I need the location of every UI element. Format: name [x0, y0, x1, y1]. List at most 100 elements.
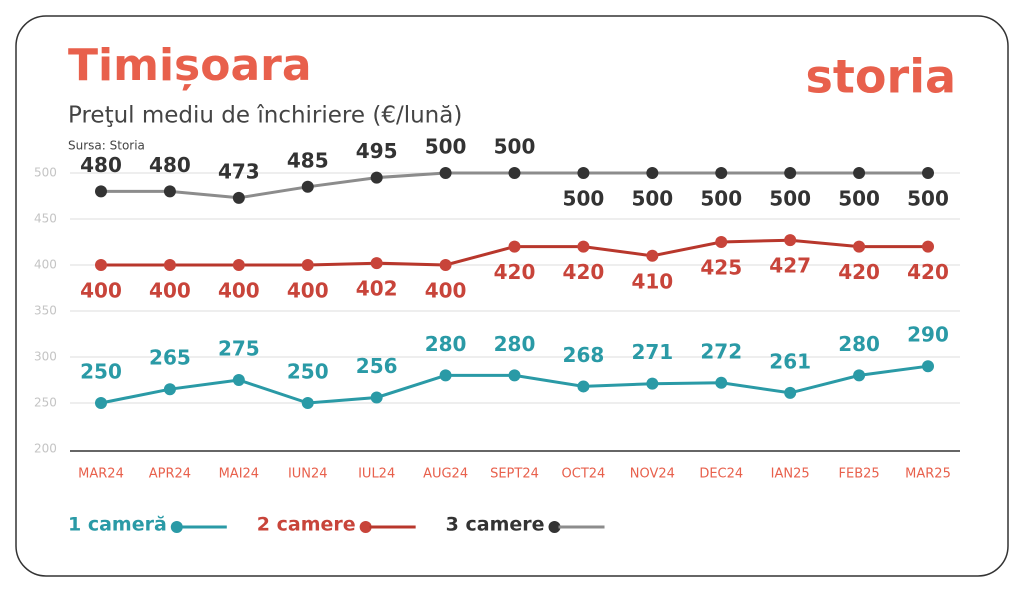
data-point [301, 397, 314, 409]
data-point [715, 167, 728, 179]
data-label: 420 [907, 260, 949, 284]
data-point [163, 259, 176, 271]
data-label: 500 [563, 187, 605, 211]
legend-label: 1 cameră [68, 514, 167, 536]
data-point [301, 180, 314, 193]
data-point [646, 377, 659, 390]
data-point [370, 257, 383, 270]
data-label: 280 [838, 332, 880, 356]
chart-subtitle: Preţul mediu de închiriere (€/lună) [68, 103, 462, 129]
logo: storia [806, 50, 956, 104]
data-label: 473 [218, 159, 260, 183]
x-tick-label: DEC24 [699, 467, 743, 482]
data-point [232, 191, 245, 204]
data-label: 275 [218, 337, 260, 361]
y-tick-label: 400 [34, 258, 57, 272]
data-point [853, 369, 866, 382]
data-point [853, 240, 866, 253]
data-point [163, 185, 176, 198]
data-label: 500 [631, 187, 673, 211]
data-label: 271 [631, 340, 673, 364]
data-label: 400 [149, 279, 191, 303]
data-label: 256 [356, 354, 398, 378]
data-label: 265 [149, 346, 191, 370]
card [15, 15, 1009, 577]
data-point [784, 234, 797, 247]
y-tick-label: 350 [34, 304, 57, 318]
data-label: 420 [563, 260, 605, 284]
y-tick-label: 200 [34, 442, 57, 456]
data-label: 480 [149, 153, 191, 177]
data-label: 500 [700, 187, 742, 211]
data-point [646, 167, 659, 179]
data-point [646, 249, 659, 262]
data-label: 500 [769, 187, 811, 211]
data-label: 485 [287, 148, 329, 172]
x-tick-label: MAR24 [78, 467, 124, 482]
x-tick-label: MAI24 [219, 467, 260, 482]
data-label: 425 [700, 256, 742, 280]
data-label: 427 [769, 254, 811, 278]
data-point [508, 167, 521, 179]
x-tick-label: IAN25 [771, 467, 810, 482]
data-point [163, 383, 176, 396]
x-tick-label: MAR25 [905, 467, 951, 482]
data-point [95, 397, 107, 409]
data-point [95, 185, 107, 198]
data-label: 250 [80, 360, 122, 384]
data-point [232, 374, 245, 386]
data-label: 500 [838, 187, 880, 211]
data-point [922, 240, 934, 253]
data-label: 420 [838, 260, 880, 284]
data-point [577, 167, 590, 179]
data-point [301, 259, 314, 271]
data-label: 400 [80, 279, 122, 303]
x-tick-label: IUN24 [288, 467, 328, 482]
source: Sursa: Storia [68, 139, 145, 153]
data-label: 400 [425, 279, 467, 303]
data-label: 500 [494, 135, 536, 159]
data-label: 250 [287, 360, 329, 384]
x-tick-label: IUL24 [358, 467, 395, 482]
data-point [922, 167, 934, 179]
data-label: 280 [425, 332, 467, 356]
data-point [715, 236, 728, 248]
data-label: 268 [563, 343, 605, 367]
y-tick-label: 450 [34, 212, 57, 226]
data-label: 400 [218, 279, 260, 303]
legend-marker [170, 521, 183, 533]
data-point [853, 167, 866, 179]
data-point [784, 167, 797, 179]
legend-marker [359, 521, 372, 533]
data-point [439, 167, 452, 179]
y-tick-label: 500 [34, 166, 57, 180]
data-point [439, 369, 452, 382]
data-point [922, 360, 934, 373]
data-point [508, 369, 521, 382]
data-label: 400 [287, 279, 329, 303]
x-tick-label: OCT24 [562, 467, 606, 482]
data-point [439, 259, 452, 271]
legend-label: 2 camere [257, 514, 356, 536]
data-label: 290 [907, 323, 949, 347]
x-tick-label: APR24 [149, 467, 191, 482]
data-point [715, 376, 728, 389]
data-point [577, 380, 590, 393]
x-tick-label: AUG24 [423, 467, 468, 482]
data-label: 272 [700, 339, 742, 363]
data-label: 261 [769, 349, 811, 373]
x-tick-label: FEB25 [839, 467, 880, 482]
data-label: 402 [356, 277, 398, 301]
data-point [370, 391, 383, 404]
y-tick-label: 250 [34, 396, 57, 410]
data-label: 495 [356, 139, 398, 163]
data-point [508, 240, 521, 253]
data-label: 500 [425, 135, 467, 159]
data-label: 500 [907, 187, 949, 211]
data-point [577, 240, 590, 253]
data-label: 420 [494, 260, 536, 284]
data-point [370, 171, 383, 184]
legend-marker [548, 521, 561, 533]
x-tick-label: SEPT24 [490, 467, 539, 482]
